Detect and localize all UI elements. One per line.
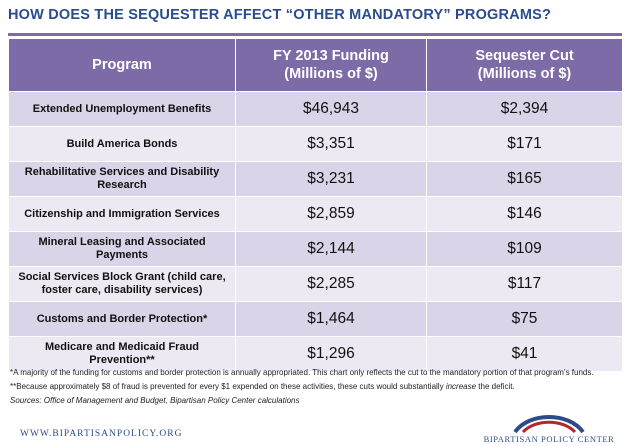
table-row: Extended Unemployment Benefits $46,943 $2,…	[8, 91, 623, 127]
footnote-customs: *A majority of the funding for customs a…	[10, 368, 594, 377]
program-cell: Customs and Border Protection*	[8, 301, 236, 337]
logo-arc-icon	[513, 415, 585, 434]
funding-cell: $3,231	[235, 161, 427, 197]
funding-cell: $2,144	[235, 231, 427, 267]
funding-table: Program FY 2013 Funding (Millions of $) …	[8, 38, 623, 372]
header-cut-line1: Sequester Cut	[475, 48, 574, 64]
cut-cell: $2,394	[426, 91, 623, 127]
funding-cell: $3,351	[235, 126, 427, 162]
funding-cell: $2,285	[235, 266, 427, 302]
table-body: Extended Unemployment Benefits $46,943 $2,…	[8, 91, 623, 372]
table-row: Citizenship and Immigration Services $2,8…	[8, 196, 623, 232]
header-cut: Sequester Cut (Millions of $)	[426, 38, 623, 92]
header-program: Program	[8, 38, 236, 92]
cut-cell: $109	[426, 231, 623, 267]
page-title: HOW DOES THE SEQUESTER AFFECT “OTHER MAN…	[8, 7, 552, 23]
program-cell: Mineral Leasing and Associated Payments	[8, 231, 236, 267]
table-row: Customs and Border Protection* $1,464 $75	[8, 301, 623, 337]
header-funding-line1: FY 2013 Funding	[273, 48, 389, 64]
cut-cell: $41	[426, 336, 623, 372]
cut-cell: $146	[426, 196, 623, 232]
program-cell: Build America Bonds	[8, 126, 236, 162]
footnote-fraud: **Because approximately $8 of fraud is p…	[10, 382, 622, 392]
footnote-fraud-emphasis: increase	[445, 382, 477, 391]
header-funding-line2: (Millions of $)	[284, 66, 378, 82]
table-row: Medicare and Medicaid Fraud Prevention**…	[8, 336, 623, 372]
footnote-fraud-end: the deficit.	[476, 382, 515, 391]
header-program-label: Program	[92, 57, 152, 73]
table-row: Build America Bonds $3,351 $171	[8, 126, 623, 162]
table-row: Rehabilitative Services and Disability R…	[8, 161, 623, 197]
cut-cell: $171	[426, 126, 623, 162]
funding-cell: $2,859	[235, 196, 427, 232]
title-rule	[8, 33, 622, 36]
program-cell: Citizenship and Immigration Services	[8, 196, 236, 232]
cut-cell: $165	[426, 161, 623, 197]
footer-url: WWW.BIPARTISANPOLICY.ORG	[20, 429, 183, 439]
table-row: Mineral Leasing and Associated Payments $…	[8, 231, 623, 267]
footnote-fraud-text: **Because approximately $8 of fraud is p…	[10, 382, 446, 391]
logo-text: BIPARTISAN POLICY CENTER	[483, 434, 615, 444]
bpc-logo: BIPARTISAN POLICY CENTER	[478, 410, 620, 446]
program-cell: Medicare and Medicaid Fraud Prevention**	[8, 336, 236, 372]
header-funding: FY 2013 Funding (Millions of $)	[235, 38, 427, 92]
footnotes: *A majority of the funding for customs a…	[10, 368, 622, 410]
cut-cell: $117	[426, 266, 623, 302]
table-row: Social Services Block Grant (child care,…	[8, 266, 623, 302]
funding-cell: $1,464	[235, 301, 427, 337]
program-cell: Extended Unemployment Benefits	[8, 91, 236, 127]
program-cell: Rehabilitative Services and Disability R…	[8, 161, 236, 197]
table-header-row: Program FY 2013 Funding (Millions of $) …	[8, 38, 623, 92]
sources-note: Sources: Office of Management and Budget…	[10, 396, 300, 405]
funding-cell: $1,296	[235, 336, 427, 372]
header-cut-line2: (Millions of $)	[477, 66, 572, 82]
program-cell: Social Services Block Grant (child care,…	[8, 266, 236, 302]
cut-cell: $75	[426, 301, 623, 337]
funding-cell: $46,943	[235, 91, 427, 127]
